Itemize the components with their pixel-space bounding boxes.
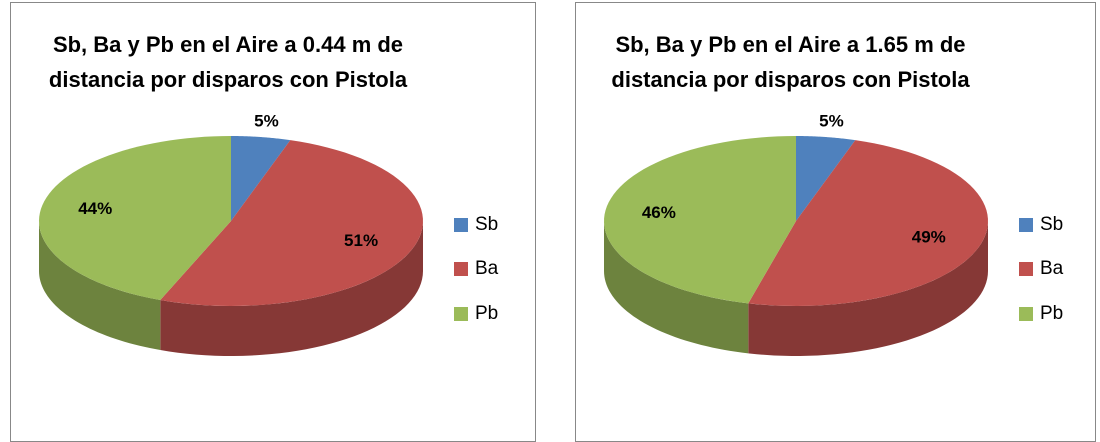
pie-side [604,221,749,354]
legend-swatch [454,218,468,232]
legend-label: Ba [475,258,499,279]
page: Sb, Ba y Pb en el Aire a 0.44 m de dista… [10,2,1096,442]
data-label: 44% [78,199,112,218]
pie-side [748,221,988,356]
pie-side [160,221,424,356]
chart-panel: Sb, Ba y Pb en el Aire a 0.44 m de dista… [10,2,536,442]
legend-swatch [1019,218,1033,232]
pie-svg: 5% 51% 44% Sb Ba Pb [39,111,499,356]
pie-slice [160,140,423,306]
data-label: 51% [344,231,378,250]
chart-panel: Sb, Ba y Pb en el Aire a 1.65 m de dista… [575,2,1096,442]
legend-swatch [454,307,468,321]
pie-slice [748,140,988,306]
chart-title: Sb, Ba y Pb en el Aire a 0.44 m de dista… [48,32,408,92]
legend-label: Ba [1040,258,1064,279]
legend-swatch [1019,307,1033,321]
legend-label: Pb [1040,303,1063,324]
legend-label: Sb [1040,214,1063,235]
legend-swatch [454,262,468,276]
pie-slice [604,136,796,304]
data-label: 5% [819,111,844,130]
pie-slice [39,136,232,301]
legend-label: Sb [475,214,498,235]
legend-label: Pb [475,303,498,324]
chart-title: Sb, Ba y Pb en el Aire a 1.65 m de dista… [611,32,970,92]
data-label: 49% [912,228,946,247]
data-label: 46% [642,203,676,222]
pie-svg: 5% 49% 46% Sb Ba Pb [604,111,1064,356]
legend-swatch [1019,262,1033,276]
pie-slice [796,136,856,221]
pie-side [39,221,161,351]
pie-slice [231,136,291,221]
data-label: 5% [254,111,279,130]
